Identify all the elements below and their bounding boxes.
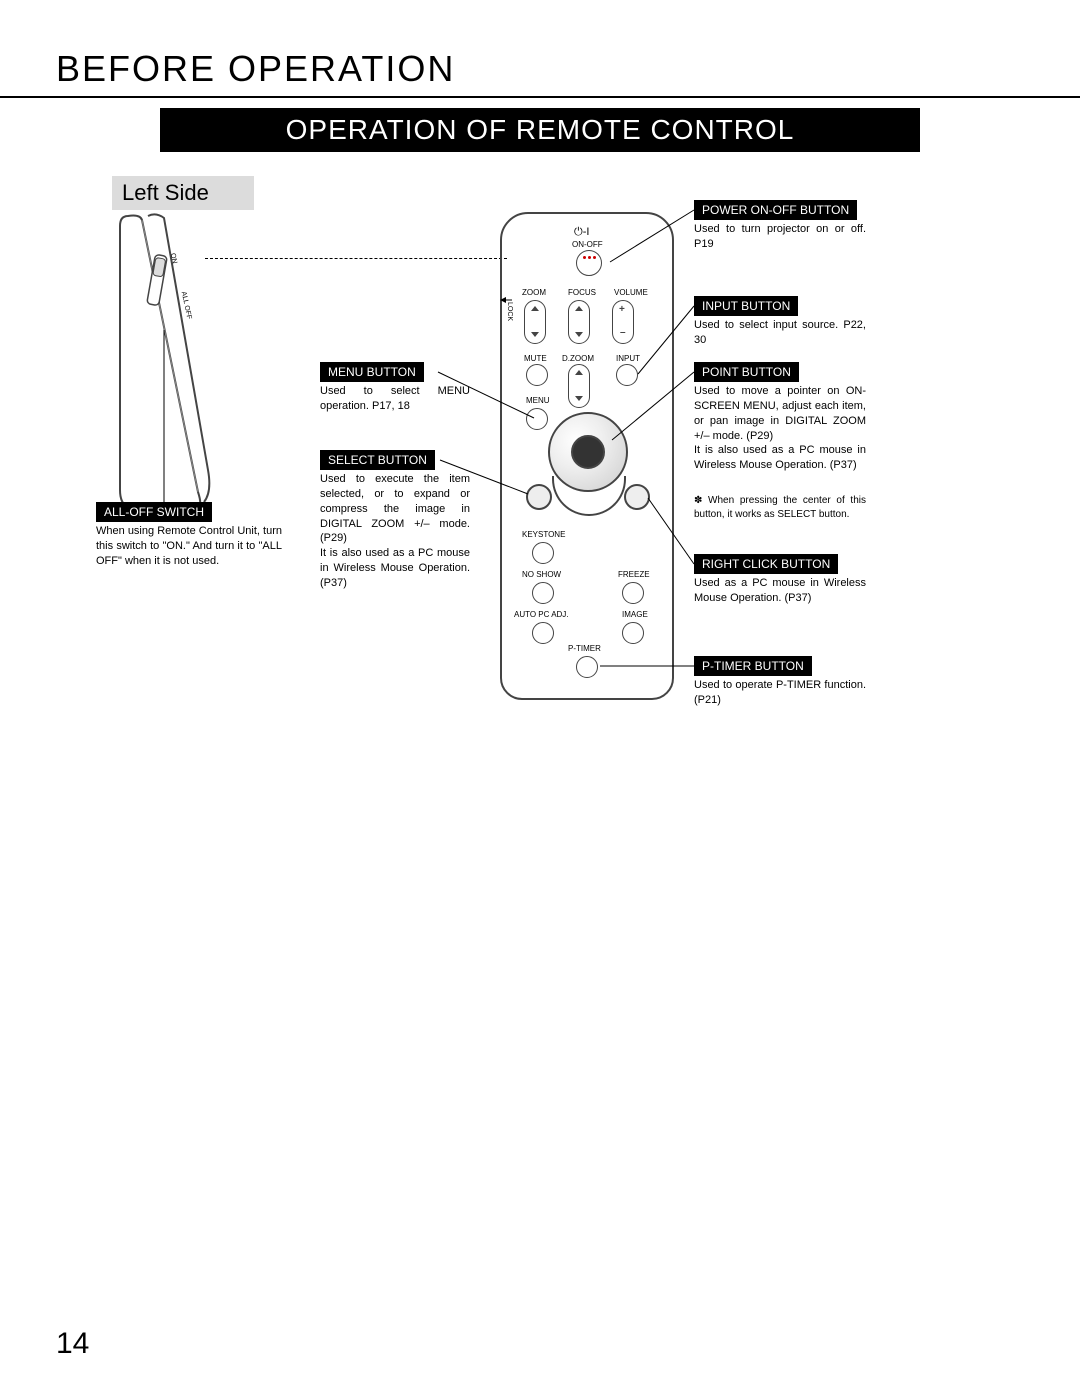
focus-label: FOCUS [568,288,596,297]
power-callout-title: POWER ON-OFF BUTTON [694,200,857,220]
image-button [622,622,644,644]
point-callout-title: POINT BUTTON [694,362,799,382]
zoom-label: ZOOM [522,288,546,297]
rightclick-callout-text: Used as a PC mouse in Wireless Mouse Ope… [694,576,866,606]
point-pad-center [571,435,605,469]
menu-callout-title: MENU BUTTON [320,362,424,382]
volume-label: VOLUME [614,288,648,297]
ptimer-callout-text: Used to operate P-TIMER function. (P21) [694,678,866,708]
lock-label: LOCK [506,302,513,321]
title-underline [0,96,1080,98]
menu-callout-text: Used to select MENU operation. P17, 18 [320,384,470,414]
pad-base [552,476,626,516]
autopc-label: AUTO PC ADJ. [514,610,569,619]
page-number: 14 [56,1327,89,1361]
alloff-callout-title: ALL-OFF SWITCH [96,502,212,522]
power-button [576,250,602,276]
image-label: IMAGE [622,610,648,619]
input-callout-title: INPUT BUTTON [694,296,798,316]
right-click-button [624,484,650,510]
ptimer-callout-title: P-TIMER BUTTON [694,656,812,676]
freeze-label: FREEZE [618,570,650,579]
select-callout-title: SELECT BUTTON [320,450,435,470]
keystone-button [532,542,554,564]
remote-side-view [108,210,288,520]
left-side-label: Left Side [112,176,254,210]
power-callout-text: Used to turn projector on or off. P19 [694,222,866,252]
input-label: INPUT [616,354,640,363]
select-callout-text: Used to execute the item selected, or to… [320,472,470,591]
remote-front-view: ⏻-I ON-OFF ZOOM FOCUS VOLUME LOCK + – MU… [500,212,674,700]
input-callout-text: Used to select input source. P22, 30 [694,318,866,348]
point-callout-text: Used to move a pointer on ON-SCREEN MENU… [694,384,866,473]
onoff-label: ON-OFF [572,240,603,249]
menu-button [526,408,548,430]
select-button [526,484,552,510]
input-button [616,364,638,386]
page-title: BEFORE OPERATION [56,48,455,90]
keystone-label: KEYSTONE [522,530,565,539]
freeze-button [622,582,644,604]
rightclick-callout-title: RIGHT CLICK BUTTON [694,554,838,574]
point-callout-note: ✽ When pressing the center of this butto… [694,494,866,521]
section-banner: OPERATION OF REMOTE CONTROL [160,108,920,152]
dashed-connector [205,258,507,259]
noshow-button [532,582,554,604]
autopc-button [532,622,554,644]
noshow-label: NO SHOW [522,570,561,579]
mute-label: MUTE [524,354,547,363]
ptimer-label: P-TIMER [568,644,601,653]
power-icon: ⏻-I [574,226,589,239]
ptimer-button [576,656,598,678]
mute-button [526,364,548,386]
menu-label: MENU [526,396,550,405]
dzoom-label: D.ZOOM [562,354,594,363]
alloff-callout-text: When using Remote Control Unit, turn thi… [96,524,282,569]
